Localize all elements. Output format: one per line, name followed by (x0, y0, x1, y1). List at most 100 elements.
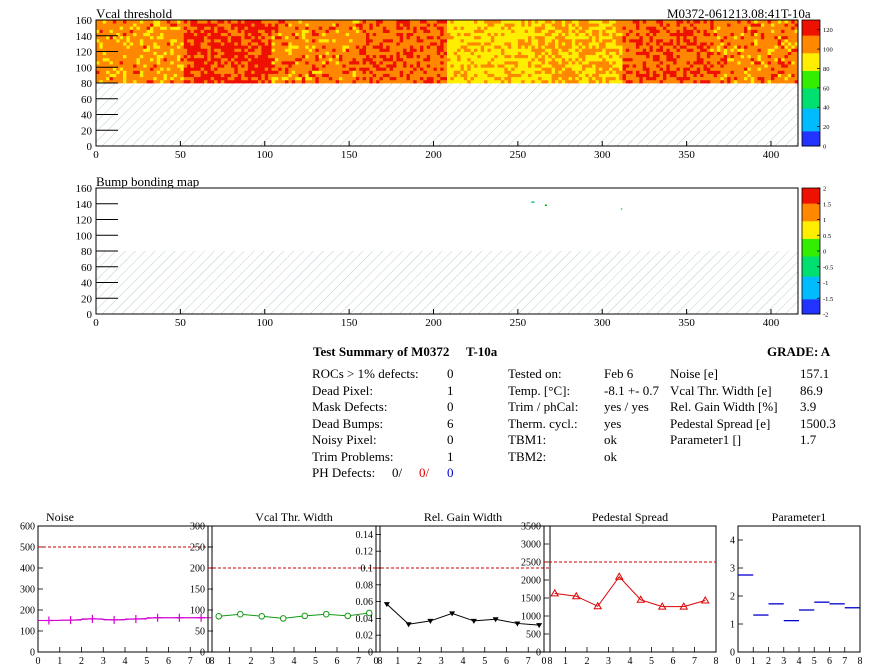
palette-swatch (802, 261, 820, 265)
data-point (365, 609, 373, 617)
palette-swatch (802, 60, 820, 64)
summary-defect-label: Mask Defects: (312, 399, 388, 414)
chart-frame (737, 525, 861, 653)
data-point (279, 615, 287, 622)
y-tick-label: 0 (87, 141, 93, 153)
y-tick-label: 0.04 (356, 614, 374, 625)
palette-tick-label: 100 (823, 47, 833, 54)
y-tick-label: 100 (190, 606, 205, 617)
palette-swatch (802, 67, 820, 71)
palette-swatch (802, 140, 820, 144)
x-tick-label: 4 (797, 656, 802, 667)
palette-swatch (802, 291, 820, 295)
palette-swatch (802, 266, 820, 270)
summary-defect-row: Noisy Pixel: 0 (312, 432, 507, 449)
palette-swatch (802, 27, 820, 31)
y-tick-label: 3 (730, 564, 735, 575)
y-tick-label: 0.02 (356, 631, 374, 642)
summary-metric-value: 3.9 (800, 399, 817, 414)
palette-swatch (802, 198, 820, 202)
summary-defect-row: Dead Bumps: 6 (312, 416, 507, 433)
summary-condition-label: Temp. [°C]: (508, 382, 571, 398)
palette-swatch (802, 85, 820, 89)
y-tick-label: 1 (730, 620, 735, 631)
y-tick-label: 250 (190, 543, 205, 554)
palette-swatch (802, 98, 820, 102)
palette-tick-label: 20 (823, 124, 830, 131)
palette-swatch (802, 276, 820, 280)
palette-swatch (802, 200, 820, 204)
palette-swatch (802, 37, 820, 41)
ph-defects-row: PH Defects: 0/ 0/ 0 (312, 465, 462, 482)
module-label: M0372-061213.08:41T-10a (667, 6, 811, 21)
x-tick-label: 300 (594, 317, 611, 329)
palette-swatch (802, 235, 820, 239)
palette-tick-label: 0 (823, 144, 826, 151)
masked-region (96, 251, 798, 314)
x-tick-label: 300 (594, 149, 611, 161)
summary-condition-row: TBM1: ok (508, 432, 664, 449)
x-tick-label: 1 (751, 656, 756, 667)
summary-metric-row: Noise [e] 157.1 (670, 366, 860, 383)
summary-metric-value: 1.7 (800, 432, 817, 447)
x-tick-label: 6 (335, 656, 340, 667)
palette-swatch (802, 115, 820, 119)
x-tick-label: 7 (692, 656, 697, 667)
summary-defect-row: Dead Pixel: 1 (312, 383, 507, 400)
palette-swatch (802, 113, 820, 117)
summary-condition-value: Feb 6 (604, 366, 634, 381)
summary-defect-label: Noisy Pixel: (312, 432, 377, 447)
x-tick-label: 7 (842, 656, 847, 667)
y-tick-label: 100 (76, 62, 93, 74)
x-tick-label: 3 (101, 656, 106, 667)
summary-col3: Noise [e] 157.1 Vcal Thr. Width [e] 86.9 Rel… (670, 366, 860, 449)
palette-swatch (802, 52, 820, 56)
y-tick-label: 100 (76, 230, 93, 242)
x-tick-label: 2 (585, 656, 590, 667)
palette-tick-label: 60 (823, 85, 830, 92)
x-tick-label: 5 (649, 656, 654, 667)
palette-tick-label: 0 (823, 249, 826, 256)
palette-swatch (802, 20, 820, 24)
masked-region (96, 83, 798, 146)
summary-condition-row: Trim / phCal: yes / yes (508, 399, 664, 416)
y-tick-label: 3000 (521, 540, 541, 551)
palette-swatch (802, 228, 820, 232)
x-tick-label: 200 (425, 149, 442, 161)
summary-condition-label: Therm. cycl.: (508, 415, 578, 431)
palette-swatch (802, 133, 820, 137)
y-tick-label: 140 (76, 31, 93, 43)
palette-swatch (802, 45, 820, 49)
palette-swatch (802, 258, 820, 262)
x-tick-label: 7 (188, 656, 193, 667)
y-tick-label: 0.14 (356, 530, 374, 541)
y-tick-label: 140 (76, 199, 93, 211)
x-tick-label: 5 (812, 656, 817, 667)
x-tick-label: 7 (526, 656, 531, 667)
bump-map-title: Bump bonding map (96, 174, 200, 189)
data-point (449, 611, 456, 617)
palette-swatch (802, 62, 820, 66)
summary-metric-value: 157.1 (800, 366, 830, 381)
palette-swatch (802, 95, 820, 99)
palette-swatch (802, 110, 820, 114)
x-tick-label: 8 (858, 656, 863, 667)
x-tick-label: 6 (166, 656, 171, 667)
x-tick-label: 3 (606, 656, 611, 667)
palette-swatch (802, 35, 820, 39)
data-point (470, 618, 477, 624)
data-point (593, 601, 603, 610)
palette-swatch (802, 251, 820, 255)
ph-defects-v2: 0/ (419, 465, 430, 480)
y-tick-label: 0 (87, 309, 93, 321)
palette-swatch (802, 130, 820, 134)
palette-swatch (802, 288, 820, 292)
bump-defect-pixel (620, 208, 623, 210)
data-point (215, 613, 223, 620)
data-point (614, 572, 624, 580)
y-tick-label: 60 (81, 94, 93, 106)
palette-swatch (802, 22, 820, 26)
palette-swatch (802, 65, 820, 69)
